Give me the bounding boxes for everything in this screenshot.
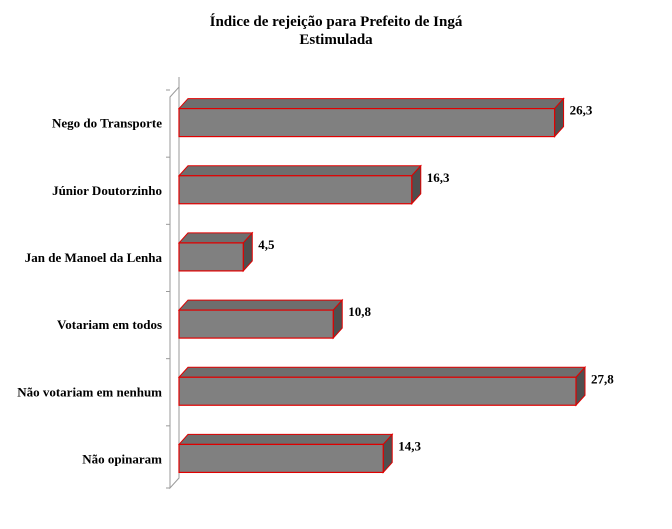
bar-5 xyxy=(178,443,384,474)
bar-top-5 xyxy=(177,433,394,445)
value-label-3: 10,8 xyxy=(348,304,371,319)
bar-0 xyxy=(178,107,556,138)
category-label-5: Não opinaram xyxy=(82,451,162,466)
category-label-0: Nego do Transporte xyxy=(52,116,162,131)
bar-top-0 xyxy=(177,98,565,110)
bar-2 xyxy=(178,242,244,272)
bar-1 xyxy=(178,175,413,205)
value-label-5: 14,3 xyxy=(398,438,421,453)
bar-top-4 xyxy=(177,366,587,378)
category-label-2: Jan de Manoel da Lenha xyxy=(25,250,163,265)
bar-3 xyxy=(178,309,334,339)
bar-top-3 xyxy=(177,299,344,311)
value-label-1: 16,3 xyxy=(427,170,450,185)
bar-top-2 xyxy=(177,232,254,244)
chart-title: Índice de rejeição para Prefeito de Ingá xyxy=(209,14,463,30)
bar-4 xyxy=(178,376,577,406)
chart-wall xyxy=(169,85,180,490)
category-label-1: Júnior Doutorzinho xyxy=(52,183,162,198)
category-label-4: Não votariam em nenhum xyxy=(17,384,162,399)
value-label-2: 4,5 xyxy=(258,237,275,252)
category-label-3: Votariam em todos xyxy=(57,317,162,332)
bar-top-1 xyxy=(177,165,422,177)
chart-subtitle: Estimulada xyxy=(299,32,373,48)
value-label-4: 27,8 xyxy=(591,371,614,386)
value-label-0: 26,3 xyxy=(570,103,593,118)
